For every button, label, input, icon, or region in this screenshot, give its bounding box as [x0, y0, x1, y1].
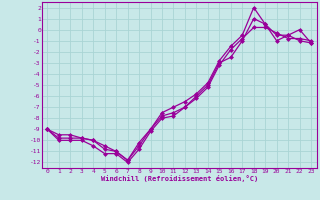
- X-axis label: Windchill (Refroidissement éolien,°C): Windchill (Refroidissement éolien,°C): [100, 175, 258, 182]
